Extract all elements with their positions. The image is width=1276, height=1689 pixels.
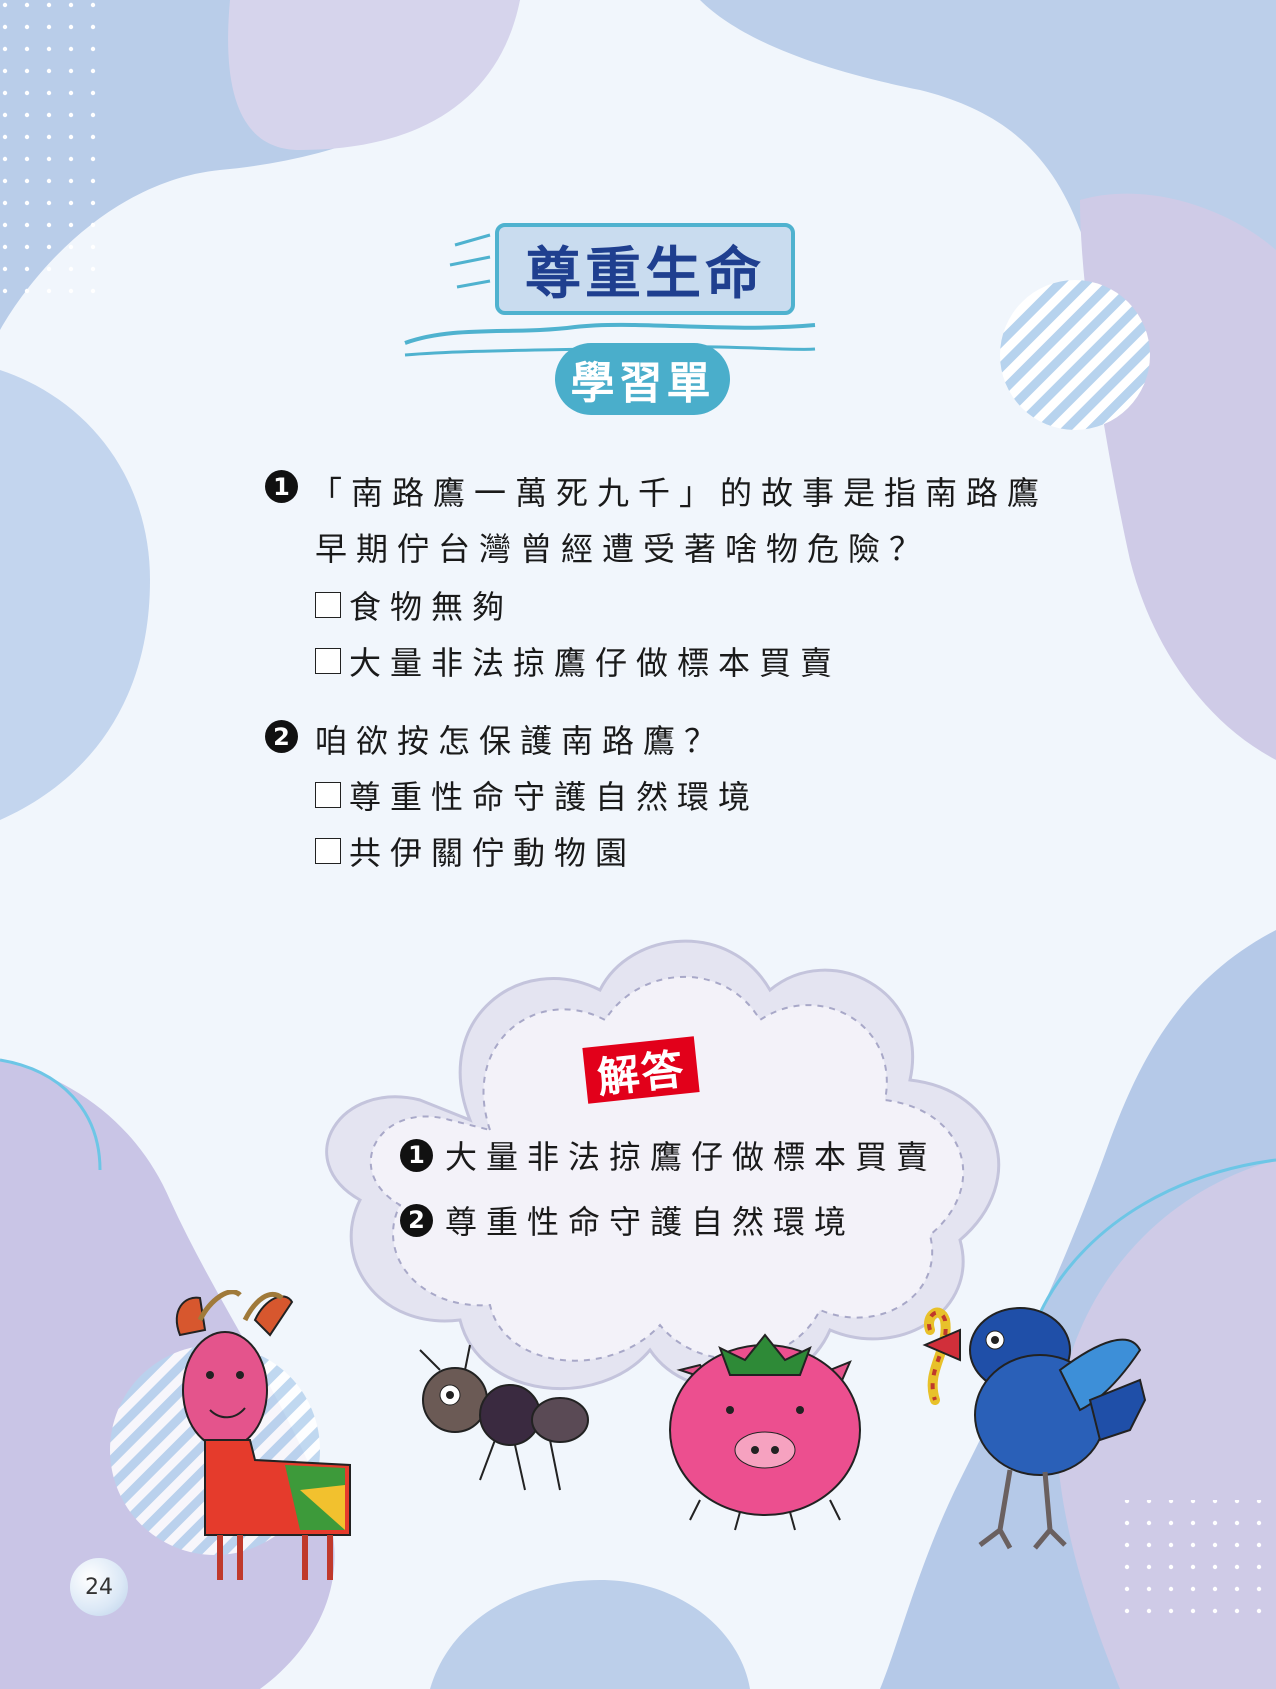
option-label: 尊重性命守護自然環境 [349, 778, 760, 816]
title-block: 尊重生命 學習單 [395, 205, 895, 435]
answer-label: 解答 [582, 1036, 700, 1104]
bird-with-worm-drawing [922, 1307, 1147, 1550]
page-title: 尊重生命 [525, 240, 765, 307]
tomato-pig-drawing [669, 1333, 861, 1531]
option-label: 食物無夠 [349, 588, 514, 626]
checkbox[interactable] [315, 592, 341, 618]
answer-item-2: 2 尊重性命守護自然環境 [400, 1197, 855, 1243]
option-2b[interactable]: 共伊關佇動物園 [315, 828, 636, 874]
question-text-line: 「南路鷹一萬死九千」的故事是指南路鷹 [310, 474, 1049, 512]
option-label: 大量非法掠鷹仔做標本買賣 [349, 644, 842, 682]
question-text-line: 咱欲按怎保護南路鷹？ [315, 722, 726, 760]
checkbox[interactable] [315, 648, 341, 674]
option-1a[interactable]: 食物無夠 [315, 582, 513, 628]
question-number: 1 [265, 470, 298, 503]
illustrations [175, 1290, 1147, 1580]
question-number: 2 [265, 720, 298, 753]
page-number: 24 [70, 1558, 128, 1616]
option-1b[interactable]: 大量非法掠鷹仔做標本買賣 [315, 638, 841, 684]
answer-number: 1 [400, 1138, 433, 1172]
answer-number: 2 [400, 1203, 433, 1237]
option-2a[interactable]: 尊重性命守護自然環境 [315, 772, 759, 818]
page-subtitle: 學習單 [555, 343, 730, 415]
title-bubble [495, 223, 795, 315]
answer-text: 大量非法掠鷹仔做標本買賣 [445, 1138, 938, 1176]
answer-item-1: 1 大量非法掠鷹仔做標本買賣 [400, 1132, 937, 1178]
answer-text: 尊重性命守護自然環境 [445, 1203, 856, 1241]
ant-drawing [419, 1344, 589, 1491]
question-text-line: 早期佇台灣曾經遭受著啥物危險？ [315, 530, 931, 568]
goat-drawing [175, 1290, 351, 1580]
checkbox[interactable] [315, 782, 341, 808]
option-label: 共伊關佇動物園 [349, 834, 637, 872]
checkbox[interactable] [315, 838, 341, 864]
